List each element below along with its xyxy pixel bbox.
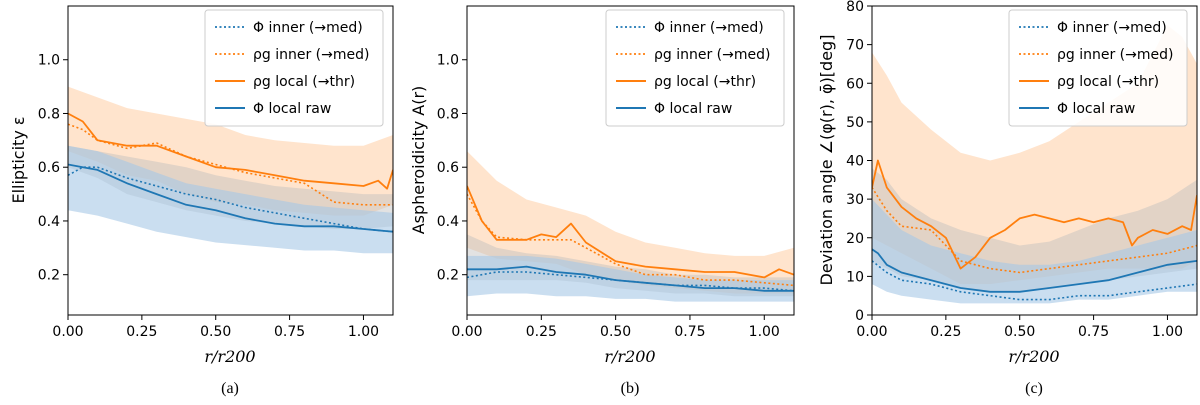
panel-c-legend: Φ inner (→med) ρg inner (→med) ρg local (→… bbox=[1008, 9, 1188, 127]
panel-a-xtick-label: 0.75 bbox=[274, 324, 305, 340]
panel-c: 0.00 0.25 0.50 0.75 1.00 0 10 20 30 40 50 60 70 80 r/… bbox=[817, 0, 1198, 397]
panel-b-xtick-label: 1.00 bbox=[749, 324, 780, 340]
panel-a-legend-label-rho-inner: ρg inner (→med) bbox=[253, 47, 369, 63]
panel-c-caption: (c) bbox=[1025, 380, 1043, 397]
panel-c-xlabel: r/r200 bbox=[1008, 347, 1059, 366]
panel-b-legend-label-phi-inner: Φ inner (→med) bbox=[654, 20, 764, 36]
panel-c-legend-label-phi-inner: Φ inner (→med) bbox=[1057, 20, 1167, 36]
panel-a-ytick-label: 0.8 bbox=[38, 106, 60, 122]
panel-c-xtick-label: 0.75 bbox=[1078, 324, 1109, 340]
panel-c-xtick-label: 1.00 bbox=[1152, 324, 1183, 340]
panel-c-ytick-label: 50 bbox=[846, 115, 864, 131]
panel-c-ylabel: Deviation angle ∠(φ(r), φ̄)[deg] bbox=[817, 35, 836, 286]
panel-a-band-0 bbox=[68, 86, 393, 216]
panel-c-series-rho-local bbox=[872, 159, 1197, 270]
panel-a-legend-label-phi-inner: Φ inner (→med) bbox=[253, 20, 363, 36]
panel-c-ytick-label: 40 bbox=[846, 154, 864, 170]
panel-c-ytick-label: 30 bbox=[846, 192, 864, 208]
panel-c-ytick-label: 70 bbox=[846, 38, 864, 54]
panel-b-series-rho-inner bbox=[467, 193, 794, 287]
panel-a-series-rho-inner bbox=[68, 123, 393, 206]
panel-a-ylabel: Ellipticity ε bbox=[9, 116, 28, 203]
panel-a-legend-label-phi-local: Φ local raw bbox=[253, 101, 331, 117]
panel-a-xlabel: r/r200 bbox=[204, 347, 255, 366]
panel-b-band-0 bbox=[467, 151, 794, 294]
panel-c-band-2 bbox=[872, 199, 1197, 304]
panel-c-ytick-label: 0 bbox=[855, 308, 864, 324]
panel-a-ytick-label: 0.2 bbox=[38, 268, 60, 284]
panel-b-xtick-label: 0.50 bbox=[600, 324, 631, 340]
panel-b-legend-label-phi-local: Φ local raw bbox=[654, 101, 732, 117]
panel-c-ticks: 0.00 0.25 0.50 0.75 1.00 0 10 20 30 40 50 60 70 80 bbox=[846, 0, 1183, 340]
panel-a-lines bbox=[68, 112, 393, 233]
panel-a-xtick-label: 1.00 bbox=[348, 324, 379, 340]
panel-c-ytick-label: 20 bbox=[846, 231, 864, 247]
panel-c-legend-box bbox=[1008, 9, 1188, 127]
panel-b-series-rho-local bbox=[467, 185, 794, 279]
panel-a-legend-box bbox=[204, 9, 384, 127]
panel-a-ytick-label: 1.0 bbox=[38, 53, 60, 69]
panel-a-caption: (a) bbox=[221, 380, 239, 397]
panel-c-bands bbox=[872, 25, 1197, 304]
panel-b-frame bbox=[466, 5, 795, 316]
panel-a: 0.00 0.25 0.50 0.75 1.00 0.2 0.4 0.6 0.8 1.0 r/r2… bbox=[9, 5, 394, 397]
panel-a-xtick-label: 0.25 bbox=[126, 324, 157, 340]
panel-b-ytick-label: 0.4 bbox=[437, 214, 459, 230]
panel-a-ytick-label: 0.4 bbox=[38, 214, 60, 230]
panel-b-ytick-label: 0.8 bbox=[437, 106, 459, 122]
panel-c-xtick-label: 0.50 bbox=[1004, 324, 1035, 340]
panel-c-legend-label-rho-local: ρg local (→thr) bbox=[1057, 74, 1159, 90]
panel-b-legend-label-rho-local: ρg local (→thr) bbox=[654, 74, 756, 90]
panel-b-ytick-label: 0.2 bbox=[437, 268, 459, 284]
panel-c-series-phi-local bbox=[872, 248, 1197, 293]
panel-b-bands bbox=[467, 151, 794, 302]
panel-c-lines bbox=[872, 159, 1197, 301]
panel-c-ytick-label: 60 bbox=[846, 76, 864, 92]
panel-a-series-phi-local bbox=[68, 163, 393, 233]
panel-c-band-0 bbox=[872, 25, 1197, 285]
panel-a-legend-label-rho-local: ρg local (→thr) bbox=[253, 74, 355, 90]
panel-b-legend-box bbox=[605, 9, 785, 127]
panel-a-series-rho-local bbox=[68, 112, 393, 190]
panel-b-band-2 bbox=[467, 255, 794, 302]
panel-b-ticks: 0.00 0.25 0.50 0.75 1.00 0.2 0.4 0.6 0.8 1.0 bbox=[437, 53, 780, 340]
panel-b-ylabel: Aspheroidicity A(r) bbox=[409, 86, 428, 235]
panel-c-xtick-label: 0.25 bbox=[930, 324, 961, 340]
panel-b-xtick-label: 0.00 bbox=[451, 324, 482, 340]
panel-c-xtick-label: 0.00 bbox=[856, 324, 887, 340]
panel-c-series-rho-inner bbox=[872, 187, 1197, 274]
panel-b-caption: (b) bbox=[621, 380, 640, 397]
panel-a-ticks: 0.00 0.25 0.50 0.75 1.00 0.2 0.4 0.6 0.8 1.0 bbox=[38, 53, 379, 340]
panel-c-legend-label-phi-local: Φ local raw bbox=[1057, 101, 1135, 117]
panel-b-xlabel: r/r200 bbox=[604, 347, 655, 366]
panel-b-ytick-label: 0.6 bbox=[437, 160, 459, 176]
panel-c-ytick-label: 80 bbox=[846, 0, 864, 15]
panel-a-legend: Φ inner (→med) ρg inner (→med) ρg local (→… bbox=[204, 9, 384, 127]
panel-c-ytick-label: 10 bbox=[846, 269, 864, 285]
panel-a-series-phi-inner bbox=[68, 166, 393, 233]
panel-b-series-phi-local bbox=[467, 265, 794, 292]
panel-b-legend-label-rho-inner: ρg inner (→med) bbox=[654, 47, 770, 63]
panel-b-xtick-label: 0.75 bbox=[674, 324, 705, 340]
panel-a-xtick-label: 0.00 bbox=[52, 324, 83, 340]
panel-a-frame bbox=[67, 5, 394, 316]
panel-b-ytick-label: 1.0 bbox=[437, 53, 459, 69]
panel-b-legend: Φ inner (→med) ρg inner (→med) ρg local (→… bbox=[605, 9, 785, 127]
panel-c-legend-label-rho-inner: ρg inner (→med) bbox=[1057, 47, 1173, 63]
panel-a-xtick-label: 0.50 bbox=[200, 324, 231, 340]
panel-b-xtick-label: 0.25 bbox=[526, 324, 557, 340]
panel-b-lines bbox=[467, 185, 794, 292]
panel-b: 0.00 0.25 0.50 0.75 1.00 0.2 0.4 0.6 0.8 1.0 r/r2… bbox=[409, 5, 795, 397]
panel-a-ytick-label: 0.6 bbox=[38, 160, 60, 176]
